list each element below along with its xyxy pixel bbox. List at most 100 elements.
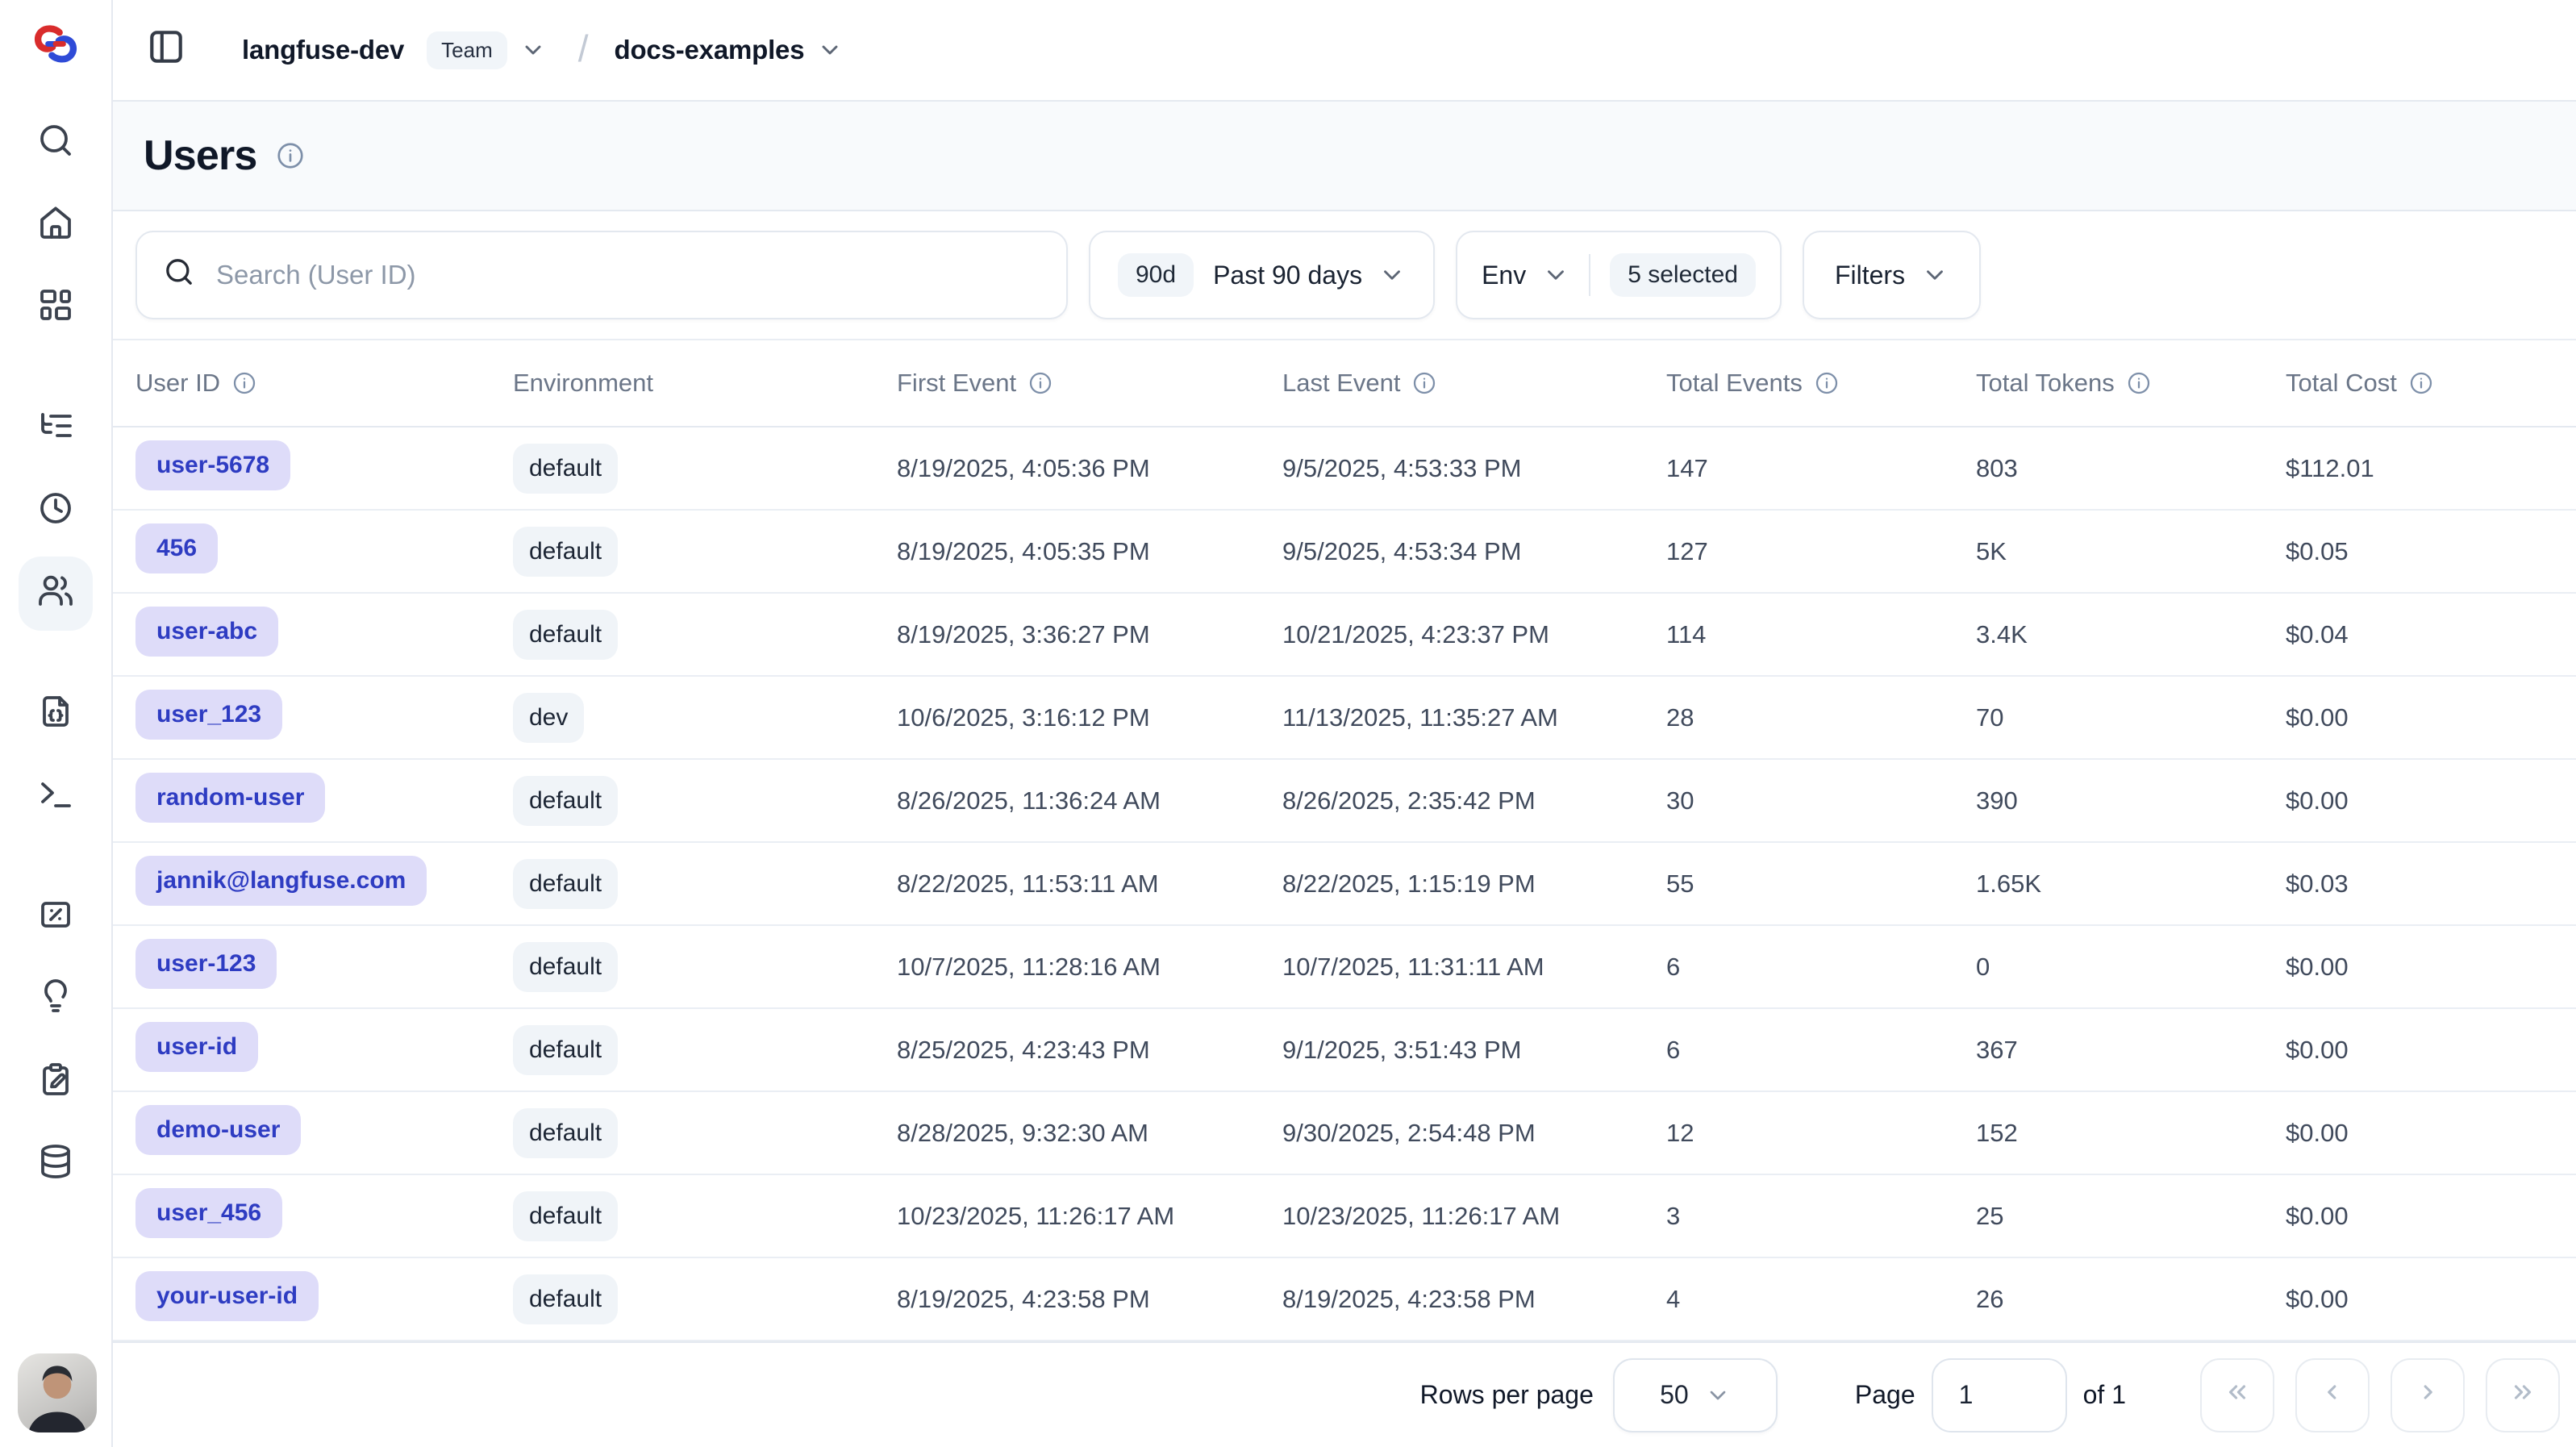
total-cost-cell: $0.00 [2286,953,2576,982]
square-percent-icon [36,895,75,940]
next-page-button[interactable] [2391,1358,2465,1432]
sidebar-item-home[interactable] [19,189,93,263]
sidebar-item-prompts[interactable] [19,678,93,752]
page-number-input[interactable] [1932,1358,2067,1432]
sidebar-item-annotation[interactable] [19,1045,93,1120]
sidebar-toggle-button[interactable] [142,26,190,74]
page-count-label: of 1 [2083,1380,2126,1410]
time-range-button[interactable]: 90d Past 90 days [1089,231,1435,319]
table-row[interactable]: user_123dev10/6/2025, 3:16:12 PM11/13/20… [113,677,2576,760]
sidebar-item-evaluation[interactable] [19,881,93,955]
terminal-icon [36,774,75,819]
chevrons-right-icon [2509,1378,2536,1412]
environment-badge: default [513,942,618,992]
table-row[interactable]: user-abcdefault8/19/2025, 3:36:27 PM10/2… [113,594,2576,677]
user-id-badge[interactable]: user_456 [135,1188,282,1238]
total-tokens-cell: 3.4K [1976,620,2286,649]
total-tokens-cell: 0 [1976,953,2286,982]
rows-per-page-select[interactable]: 50 [1613,1358,1778,1432]
last-event-cell: 10/21/2025, 4:23:37 PM [1282,620,1666,649]
rows-per-page-label: Rows per page [1420,1380,1594,1410]
user-id-badge[interactable]: user-abc [135,607,278,657]
column-header-environment: Environment [513,369,897,398]
chevron-down-icon [1921,261,1949,289]
environment-cell: default [513,1025,897,1075]
user-id-badge[interactable]: user_123 [135,690,282,740]
total-cost-cell: $0.00 [2286,1285,2576,1314]
table-row[interactable]: user-5678default8/19/2025, 4:05:36 PM9/5… [113,427,2576,511]
info-icon[interactable] [2408,370,2434,396]
last-event-cell: 8/26/2025, 2:35:42 PM [1282,786,1666,815]
first-event-cell: 8/28/2025, 9:32:30 AM [897,1119,1282,1148]
environment-cell: default [513,1108,897,1158]
table-row[interactable]: demo-userdefault8/28/2025, 9:32:30 AM9/3… [113,1092,2576,1175]
sidebar-item-tracing[interactable] [19,392,93,466]
content: 90d Past 90 days Env 5 selected Filters … [113,211,2576,1447]
environment-cell: default [513,776,897,826]
divider [1589,254,1590,296]
sidebar-nav [19,106,93,1210]
file-code-icon [36,692,75,737]
total-tokens-cell: 70 [1976,703,2286,732]
info-icon[interactable] [1027,370,1053,396]
column-label: Total Events [1666,369,1803,398]
sidebar-item-insights[interactable] [19,963,93,1037]
user-id-badge[interactable]: 456 [135,523,218,573]
sidebar-item-users[interactable] [19,557,93,631]
user-id-badge[interactable]: demo-user [135,1105,301,1155]
environment-filter-button[interactable]: Env 5 selected [1456,231,1782,319]
last-page-button[interactable] [2486,1358,2560,1432]
page-label: Page [1855,1380,1915,1410]
table-row[interactable]: 456default8/19/2025, 4:05:35 PM9/5/2025,… [113,511,2576,594]
table-row[interactable]: random-userdefault8/26/2025, 11:36:24 AM… [113,760,2576,843]
chevron-right-icon [2414,1378,2441,1412]
org-chevron-down-icon[interactable] [520,37,546,63]
table-row[interactable]: user-iddefault8/25/2025, 4:23:43 PM9/1/2… [113,1009,2576,1092]
users-icon [36,571,75,616]
total-events-cell: 147 [1666,454,1976,483]
table-row[interactable]: your-user-id default 8/19/2025, 4:23:58 PM… [113,1258,2576,1341]
user-id-badge[interactable]: jannik@langfuse.com [135,856,427,906]
last-event-cell: 8/19/2025, 4:23:58 PM [1282,1285,1666,1314]
table-row[interactable]: user_456default10/23/2025, 11:26:17 AM10… [113,1175,2576,1258]
table-row[interactable]: user-123default10/7/2025, 11:28:16 AM10/… [113,926,2576,1009]
user-id-badge[interactable]: user-id [135,1022,258,1072]
breadcrumb-separator: / [578,27,589,70]
info-icon[interactable] [2126,370,2152,396]
user-id-badge[interactable]: your-user-id [135,1271,319,1321]
user-id-badge[interactable]: user-5678 [135,440,290,490]
page-info-icon[interactable] [275,140,306,171]
info-icon[interactable] [231,370,257,396]
pager-buttons [2200,1358,2560,1432]
info-icon[interactable] [1411,370,1437,396]
search-input[interactable] [216,260,1040,290]
sidebar-item-playground[interactable] [19,760,93,834]
filters-button[interactable]: Filters [1803,231,1981,319]
first-page-button[interactable] [2200,1358,2274,1432]
sidebar-item-dashboards[interactable] [19,271,93,345]
info-icon[interactable] [1814,370,1840,396]
total-events-cell: 114 [1666,620,1976,649]
previous-page-button[interactable] [2295,1358,2370,1432]
sidebar-item-search[interactable] [19,106,93,181]
sidebar-item-sessions[interactable] [19,474,93,548]
project-chevron-down-icon[interactable] [817,37,843,63]
environment-badge: default [513,1191,618,1241]
user-avatar[interactable] [18,1353,97,1432]
user-id-badge[interactable]: user-123 [135,939,277,989]
table-row[interactable]: jannik@langfuse.comdefault8/22/2025, 11:… [113,843,2576,926]
environment-cell: default [513,1274,897,1324]
total-tokens-cell: 152 [1976,1119,2286,1148]
database-icon [36,1142,75,1187]
environment-badge: default [513,610,618,660]
last-event-cell: 10/7/2025, 11:31:11 AM [1282,953,1666,982]
langfuse-logo-icon[interactable] [28,19,83,68]
app-window: langfuse-dev Team / docs-examples Users … [0,0,2576,1447]
environment-cell: dev [513,693,897,743]
environment-cell: default [513,942,897,992]
sidebar-item-datasets[interactable] [19,1128,93,1202]
first-event-cell: 10/23/2025, 11:26:17 AM [897,1202,1282,1231]
breadcrumb-project[interactable]: docs-examples [615,35,805,65]
breadcrumb-org[interactable]: langfuse-dev [242,35,404,65]
user-id-badge[interactable]: random-user [135,773,325,823]
